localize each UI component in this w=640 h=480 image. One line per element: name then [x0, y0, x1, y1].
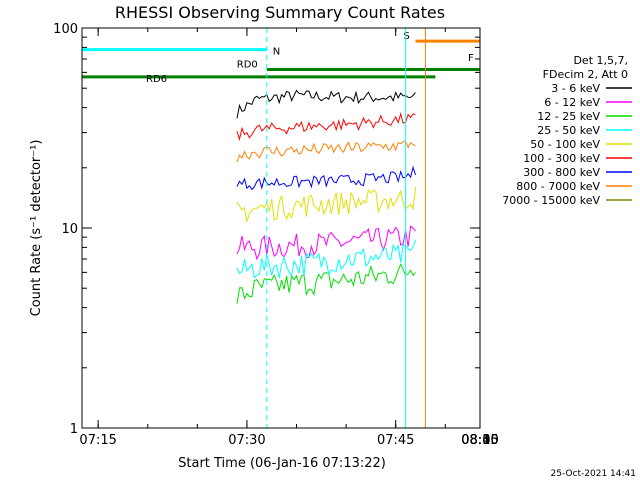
plot-frame	[81, 27, 481, 429]
legend-label-3-6-kev: 3 - 6 keV	[551, 82, 600, 95]
x-tick-label: 08:15	[461, 433, 498, 448]
x-axis-label: Start Time (06-Jan-16 07:13:22)	[178, 456, 386, 471]
x-tick-label: 07:15	[79, 433, 116, 448]
x-tick-label: 08:00	[461, 433, 498, 448]
series-50-100-kev	[236, 162, 481, 225]
flag-layer: N S F RD0 RD6	[82, 31, 480, 85]
data-layer	[236, 66, 481, 428]
legend-label-800-7000-kev: 800 - 7000 keV	[516, 180, 600, 193]
flag-n-label: N	[273, 47, 280, 58]
y-tick-label: 10	[61, 222, 78, 237]
x-tick-label: 08:45	[461, 433, 498, 448]
legend-header: Det 1,5,7,	[573, 54, 628, 67]
legend-label-100-300-kev: 100 - 300 keV	[523, 152, 600, 165]
legend-label-50-100-kev: 50 - 100 keV	[530, 138, 600, 151]
y-tick-label: 100	[53, 22, 78, 37]
series-6-12-kev	[236, 76, 481, 261]
flag-rd0-label: RD0	[237, 60, 258, 71]
legend-label-7000-15000-kev: 7000 - 15000 keV	[502, 194, 600, 207]
marker-layer	[266, 28, 481, 428]
y-tick-label: 1	[70, 422, 78, 437]
legend-header: FDecim 2, Att 0	[543, 68, 628, 81]
legend-label-300-800-kev: 300 - 800 keV	[523, 166, 600, 179]
series-800-7000-kev	[236, 100, 481, 163]
flag-f-label: F	[468, 53, 474, 64]
x-tick-label: 07:30	[228, 433, 265, 448]
y-axis-label: Count Rate (s⁻¹ detector⁻¹)	[29, 140, 44, 317]
series-100-300-kev	[236, 104, 481, 142]
flag-rd6-label: RD6	[146, 74, 167, 85]
chart-title: RHESSI Observing Summary Count Rates	[115, 3, 445, 22]
flag-s-label: S	[404, 31, 410, 42]
legend-label-25-50-kev: 25 - 50 keV	[537, 124, 600, 137]
legend-label-12-25-kev: 12 - 25 keV	[537, 110, 600, 123]
x-tick-label: 08:30	[461, 433, 498, 448]
series-12-25-kev	[236, 185, 481, 304]
generation-timestamp: 25-Oct-2021 14:41	[551, 469, 636, 479]
legend-label-6-12-kev: 6 - 12 keV	[544, 96, 600, 109]
x-tick-label: 07:45	[377, 433, 414, 448]
